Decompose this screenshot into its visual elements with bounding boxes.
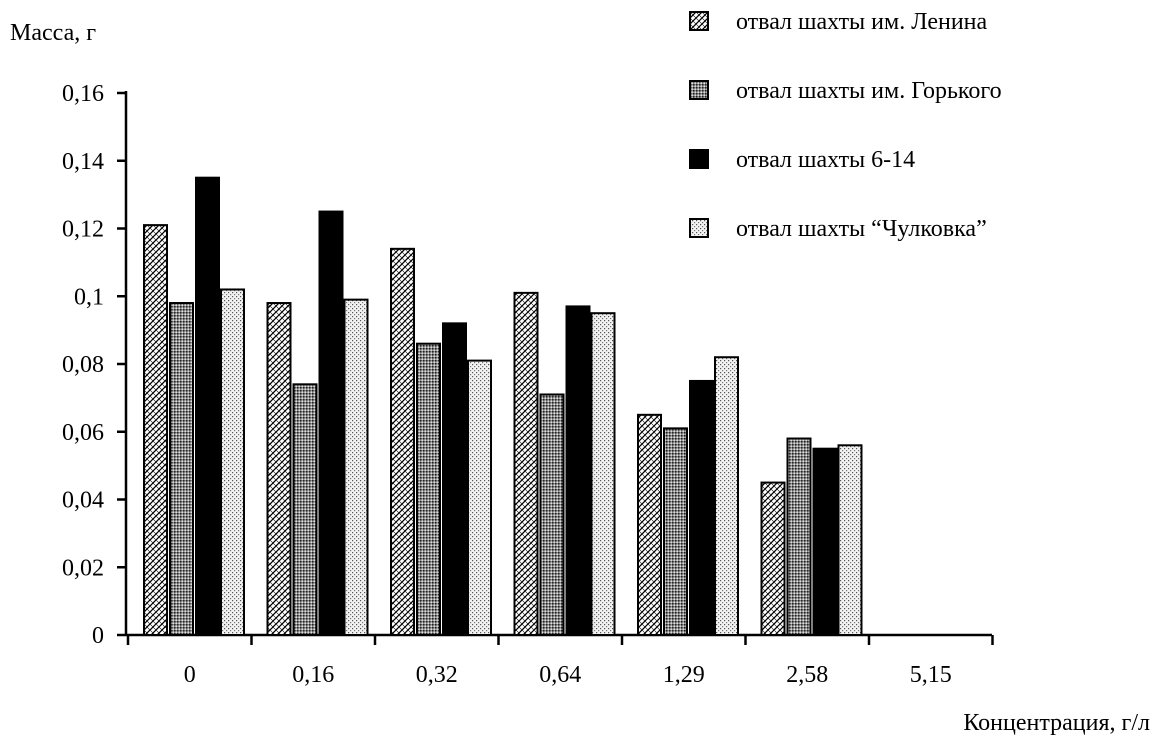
bar — [467, 359, 492, 636]
x-axis-label: Концентрация, г/л — [963, 710, 1150, 736]
bar — [195, 176, 220, 636]
bar — [169, 302, 194, 636]
x-tick-label: 0,16 — [292, 662, 334, 688]
y-tick-label: 0,02 — [62, 555, 104, 581]
legend-swatch — [689, 80, 709, 100]
x-axis: 0 0,16 0,32 0,64 1,29 2,58 5,15 — [126, 633, 994, 688]
x-tick-label: 0,32 — [416, 662, 458, 688]
legend-swatch — [689, 149, 709, 169]
bar — [292, 383, 318, 637]
y-tick-label: 0,14 — [62, 149, 104, 175]
bar — [714, 356, 739, 636]
bar — [786, 437, 812, 636]
bar — [812, 447, 838, 636]
bar — [220, 288, 245, 636]
x-tick-label: 0 — [184, 662, 196, 688]
legend-entry: отвал шахты 6-14 — [736, 147, 915, 173]
x-tick-label: 2,58 — [786, 662, 828, 688]
y-tick-label: 0,06 — [62, 420, 104, 446]
legend: отвал шахты им. Ленина отвал шахты им. Го… — [689, 9, 1002, 242]
bar — [689, 379, 714, 636]
bar — [590, 312, 616, 636]
legend-entry: отвал шахты “Чулковка” — [736, 216, 987, 242]
bar — [318, 210, 344, 636]
y-axis: 0 0,02 0,04 0,06 0,08 0,1 0,12 0,14 0,16 — [62, 81, 128, 649]
y-axis-label: Масса, г — [10, 20, 96, 46]
y-tick-label: 0,04 — [62, 488, 104, 514]
legend-entry: отвал шахты им. Горького — [736, 78, 1002, 104]
legend-swatch — [689, 218, 709, 238]
bar — [760, 481, 786, 636]
y-tick-label: 0,12 — [62, 217, 104, 243]
x-tick-label: 5,15 — [910, 662, 952, 688]
bar — [663, 427, 688, 636]
y-tick-label: 0,1 — [74, 284, 104, 310]
bar — [416, 342, 441, 636]
bar — [442, 322, 467, 636]
bar — [266, 302, 292, 636]
bar — [539, 393, 565, 636]
x-tick-label: 0,64 — [539, 662, 581, 688]
bar — [390, 247, 415, 636]
bar — [143, 224, 168, 637]
y-tick-label: 0,16 — [62, 81, 104, 107]
legend-entry: отвал шахты им. Ленина — [736, 9, 988, 35]
bars — [143, 176, 863, 637]
bar — [343, 298, 369, 636]
bar — [837, 444, 863, 636]
bar — [565, 305, 591, 636]
x-tick-label: 1,29 — [663, 662, 705, 688]
bar — [637, 413, 662, 636]
legend-swatch — [689, 11, 709, 31]
bar — [513, 291, 539, 636]
y-tick-label: 0 — [92, 623, 104, 649]
y-tick-label: 0,08 — [62, 352, 104, 378]
